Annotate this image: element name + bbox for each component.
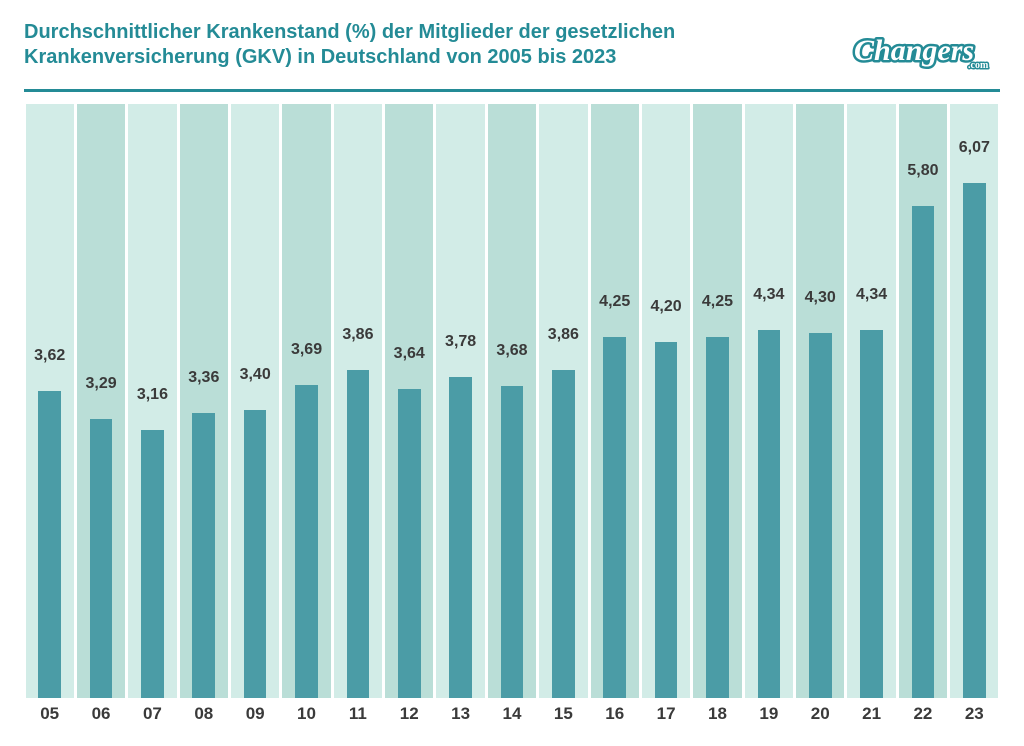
bar [655, 342, 678, 698]
bar [141, 430, 164, 698]
bar [758, 330, 781, 698]
bar-value-label: 3,64 [394, 345, 425, 367]
bar [90, 419, 113, 698]
bar-value-label: 3,62 [34, 347, 65, 369]
bar-value-label: 4,30 [805, 289, 836, 311]
bar-chart: 3,62 3,29 3,16 3,36 3,40 3,69 3,86 3,64 3,78 3,68… [24, 104, 1000, 734]
bar [552, 370, 575, 698]
x-axis-label: 17 [657, 704, 676, 724]
bar-value-label: 4,25 [599, 293, 630, 315]
svg-text:Changers: Changers [854, 34, 974, 67]
bar [38, 391, 61, 698]
bar [501, 386, 524, 698]
x-axis-label: 14 [503, 704, 522, 724]
bar [192, 413, 215, 698]
bar-value-label: 4,34 [856, 286, 887, 308]
bar [809, 333, 832, 698]
x-axis-label: 15 [554, 704, 573, 724]
x-axis-label: 13 [451, 704, 470, 724]
x-axis-label: 22 [913, 704, 932, 724]
bar [963, 183, 986, 698]
plot-area: 3,62 3,29 3,16 3,36 3,40 3,69 3,86 3,64 3,78 3,68… [24, 104, 1000, 698]
bar-value-label: 4,25 [702, 293, 733, 315]
x-axis-label: 20 [811, 704, 830, 724]
x-axis-label: 23 [965, 704, 984, 724]
bar-value-label: 4,20 [651, 298, 682, 320]
x-axis-label: 19 [759, 704, 778, 724]
bar [912, 206, 935, 698]
header: Durchschnittlicher Krankenstand (%) der … [24, 20, 1000, 79]
x-axis-label: 12 [400, 704, 419, 724]
svg-text:.com: .com [968, 60, 989, 71]
header-divider [24, 89, 1000, 92]
x-axis-label: 06 [92, 704, 111, 724]
page: Durchschnittlicher Krankenstand (%) der … [0, 0, 1024, 746]
bar-value-label: 3,36 [188, 369, 219, 391]
x-axis-label: 10 [297, 704, 316, 724]
bar-value-label: 6,07 [959, 139, 990, 161]
bar-value-label: 4,34 [753, 286, 784, 308]
bar [295, 385, 318, 698]
bar [244, 410, 267, 699]
x-axis-label: 08 [194, 704, 213, 724]
x-axis-label: 21 [862, 704, 881, 724]
x-axis-label: 09 [246, 704, 265, 724]
bar-value-label: 3,68 [496, 342, 527, 364]
bar-value-label: 3,16 [137, 386, 168, 408]
x-axis-label: 07 [143, 704, 162, 724]
bar [398, 389, 421, 698]
bar-value-label: 3,29 [85, 375, 116, 397]
bar [860, 330, 883, 698]
x-axis-label: 16 [605, 704, 624, 724]
x-axis-label: 11 [349, 704, 367, 724]
page-title: Durchschnittlicher Krankenstand (%) der … [24, 20, 784, 70]
bar [449, 377, 472, 698]
x-axis-label: 18 [708, 704, 727, 724]
bar-value-label: 3,69 [291, 341, 322, 363]
bar [347, 370, 370, 698]
x-axis: 05 06 07 08 09 10 11 12 13 14 15 16 17 18 19 20 21 22 23 [24, 698, 1000, 734]
brand-logo: Changers .com [850, 20, 1000, 79]
bar-value-label: 3,40 [240, 366, 271, 388]
bar-value-label: 3,78 [445, 333, 476, 355]
bar [706, 337, 729, 698]
bar [603, 337, 626, 698]
bar-value-label: 3,86 [342, 326, 373, 348]
bar-value-label: 3,86 [548, 326, 579, 348]
x-axis-label: 05 [40, 704, 59, 724]
bar-value-label: 5,80 [907, 162, 938, 184]
